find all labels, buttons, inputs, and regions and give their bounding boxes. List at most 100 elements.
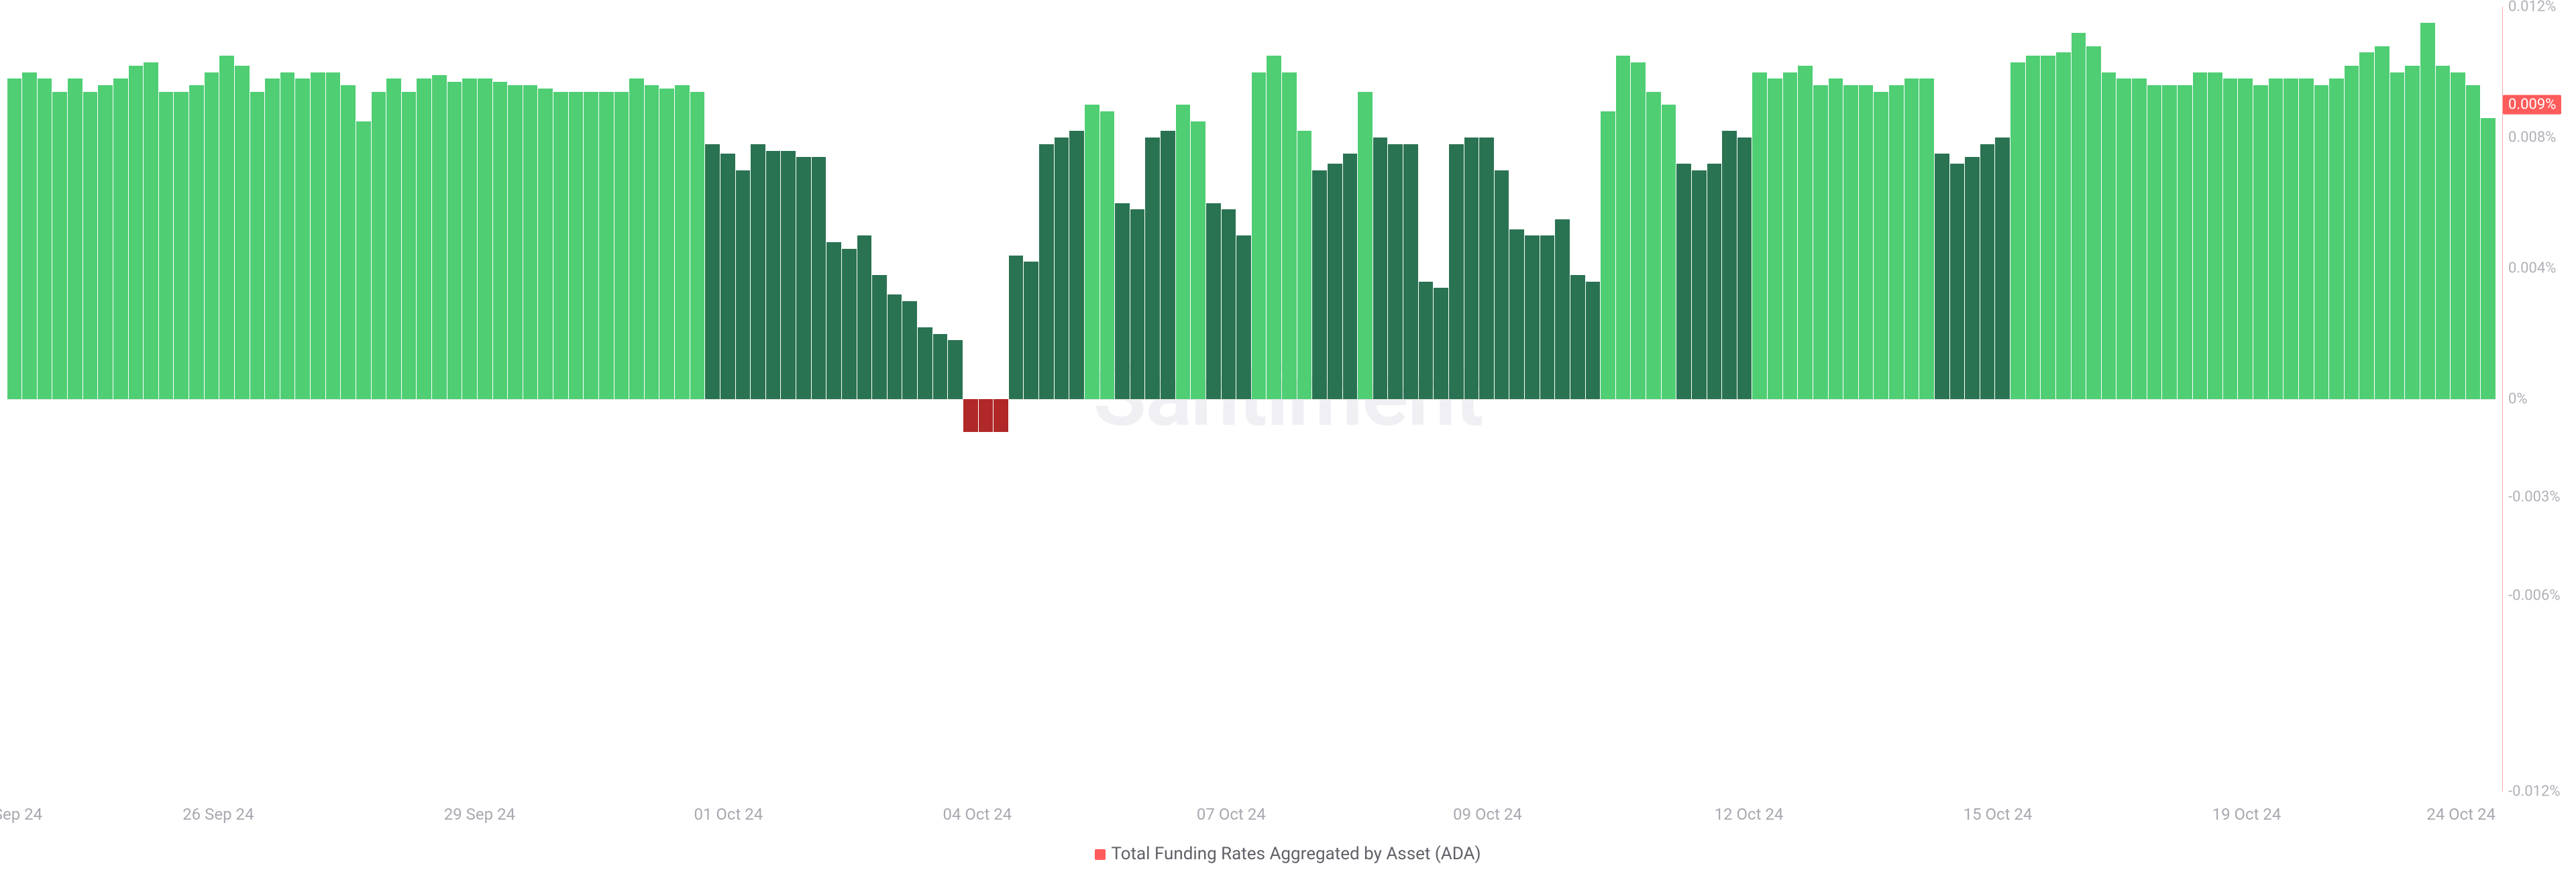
bar[interactable] bbox=[2405, 7, 2420, 792]
bar[interactable] bbox=[2026, 7, 2041, 792]
bar[interactable] bbox=[22, 7, 37, 792]
bar[interactable] bbox=[235, 7, 250, 792]
bar[interactable] bbox=[751, 7, 765, 792]
bar[interactable] bbox=[553, 7, 568, 792]
bar[interactable] bbox=[1358, 7, 1373, 792]
bar[interactable] bbox=[2147, 7, 2162, 792]
bar[interactable] bbox=[1874, 7, 1888, 792]
plot-area[interactable] bbox=[7, 7, 2496, 792]
bar[interactable] bbox=[295, 7, 310, 792]
bar[interactable] bbox=[2451, 7, 2465, 792]
bar[interactable] bbox=[265, 7, 280, 792]
bar[interactable] bbox=[2162, 7, 2177, 792]
bar[interactable] bbox=[1783, 7, 1798, 792]
bar[interactable] bbox=[948, 7, 963, 792]
bar[interactable] bbox=[1252, 7, 1267, 792]
bar[interactable] bbox=[68, 7, 83, 792]
bar[interactable] bbox=[1737, 7, 1752, 792]
bar[interactable] bbox=[508, 7, 523, 792]
bar[interactable] bbox=[1495, 7, 1509, 792]
bar[interactable] bbox=[1752, 7, 1767, 792]
bar[interactable] bbox=[645, 7, 659, 792]
bar[interactable] bbox=[1722, 7, 1737, 792]
bar[interactable] bbox=[1343, 7, 1358, 792]
bar[interactable] bbox=[2329, 7, 2344, 792]
bar[interactable] bbox=[538, 7, 553, 792]
bar[interactable] bbox=[1935, 7, 1949, 792]
bar[interactable] bbox=[1843, 7, 1858, 792]
bar[interactable] bbox=[1236, 7, 1251, 792]
bar[interactable] bbox=[584, 7, 598, 792]
bar[interactable] bbox=[1388, 7, 1403, 792]
bar[interactable] bbox=[659, 7, 674, 792]
bar[interactable] bbox=[1813, 7, 1828, 792]
bar[interactable] bbox=[2299, 7, 2314, 792]
bar[interactable] bbox=[2375, 7, 2390, 792]
bar[interactable] bbox=[918, 7, 932, 792]
bar[interactable] bbox=[432, 7, 447, 792]
bar[interactable] bbox=[812, 7, 826, 792]
bar[interactable] bbox=[2420, 7, 2435, 792]
bar[interactable] bbox=[1950, 7, 1965, 792]
bar[interactable] bbox=[1419, 7, 1434, 792]
bar[interactable] bbox=[1069, 7, 1084, 792]
bar[interactable] bbox=[1009, 7, 1024, 792]
bar[interactable] bbox=[1570, 7, 1585, 792]
bar[interactable] bbox=[447, 7, 462, 792]
bar[interactable] bbox=[2390, 7, 2405, 792]
bar[interactable] bbox=[963, 7, 978, 792]
bar[interactable] bbox=[1373, 7, 1388, 792]
bar[interactable] bbox=[144, 7, 158, 792]
bar[interactable] bbox=[690, 7, 705, 792]
bar[interactable] bbox=[1676, 7, 1691, 792]
bar[interactable] bbox=[1100, 7, 1115, 792]
bar[interactable] bbox=[842, 7, 857, 792]
bar[interactable] bbox=[614, 7, 629, 792]
bar[interactable] bbox=[1646, 7, 1661, 792]
bar[interactable] bbox=[1434, 7, 1448, 792]
bar[interactable] bbox=[2056, 7, 2071, 792]
bar[interactable] bbox=[1540, 7, 1555, 792]
bar[interactable] bbox=[280, 7, 295, 792]
bar[interactable] bbox=[979, 7, 994, 792]
bar[interactable] bbox=[1798, 7, 1813, 792]
bar[interactable] bbox=[1965, 7, 1980, 792]
bar[interactable] bbox=[2481, 7, 2496, 792]
bar[interactable] bbox=[826, 7, 841, 792]
bar[interactable] bbox=[1267, 7, 1281, 792]
bar[interactable] bbox=[1555, 7, 1570, 792]
bar[interactable] bbox=[1191, 7, 1205, 792]
bar[interactable] bbox=[1768, 7, 1782, 792]
bar[interactable] bbox=[402, 7, 417, 792]
bar[interactable] bbox=[720, 7, 735, 792]
bar[interactable] bbox=[888, 7, 902, 792]
bar[interactable] bbox=[356, 7, 371, 792]
bar[interactable] bbox=[341, 7, 356, 792]
bar[interactable] bbox=[523, 7, 538, 792]
bar[interactable] bbox=[1130, 7, 1145, 792]
bar[interactable] bbox=[219, 7, 234, 792]
bar[interactable] bbox=[1039, 7, 1054, 792]
bar[interactable] bbox=[38, 7, 52, 792]
bar[interactable] bbox=[2132, 7, 2147, 792]
bar[interactable] bbox=[1631, 7, 1646, 792]
bar[interactable] bbox=[781, 7, 796, 792]
bar[interactable] bbox=[1829, 7, 1843, 792]
bar[interactable] bbox=[250, 7, 265, 792]
bar[interactable] bbox=[462, 7, 477, 792]
bar[interactable] bbox=[83, 7, 98, 792]
bar[interactable] bbox=[796, 7, 811, 792]
bar[interactable] bbox=[1525, 7, 1540, 792]
bar[interactable] bbox=[417, 7, 431, 792]
bar[interactable] bbox=[174, 7, 189, 792]
bar[interactable] bbox=[1601, 7, 1615, 792]
bar[interactable] bbox=[2269, 7, 2284, 792]
bar[interactable] bbox=[1509, 7, 1524, 792]
bar[interactable] bbox=[2345, 7, 2359, 792]
bar[interactable] bbox=[52, 7, 67, 792]
bar[interactable] bbox=[1297, 7, 1312, 792]
bar[interactable] bbox=[1889, 7, 1904, 792]
bar[interactable] bbox=[1479, 7, 1494, 792]
bar[interactable] bbox=[7, 7, 22, 792]
bar[interactable] bbox=[2193, 7, 2208, 792]
